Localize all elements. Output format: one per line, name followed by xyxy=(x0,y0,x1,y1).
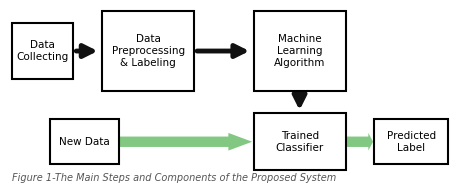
Text: New Data: New Data xyxy=(59,137,109,147)
Text: Data
Preprocessing
& Labeling: Data Preprocessing & Labeling xyxy=(111,34,185,68)
FancyBboxPatch shape xyxy=(12,23,73,79)
Text: Trained
Classifier: Trained Classifier xyxy=(276,131,324,153)
FancyBboxPatch shape xyxy=(254,11,346,91)
Text: Figure 1-The Main Steps and Components of the Proposed System: Figure 1-The Main Steps and Components o… xyxy=(12,173,336,183)
Text: Machine
Learning
Algorithm: Machine Learning Algorithm xyxy=(274,34,326,68)
Polygon shape xyxy=(347,133,373,151)
FancyBboxPatch shape xyxy=(50,119,118,164)
Text: Data
Collecting: Data Collecting xyxy=(17,40,69,62)
FancyBboxPatch shape xyxy=(102,11,194,91)
FancyBboxPatch shape xyxy=(374,119,448,164)
Text: Predicted
Label: Predicted Label xyxy=(387,131,436,153)
Polygon shape xyxy=(120,133,252,151)
FancyBboxPatch shape xyxy=(254,113,346,170)
